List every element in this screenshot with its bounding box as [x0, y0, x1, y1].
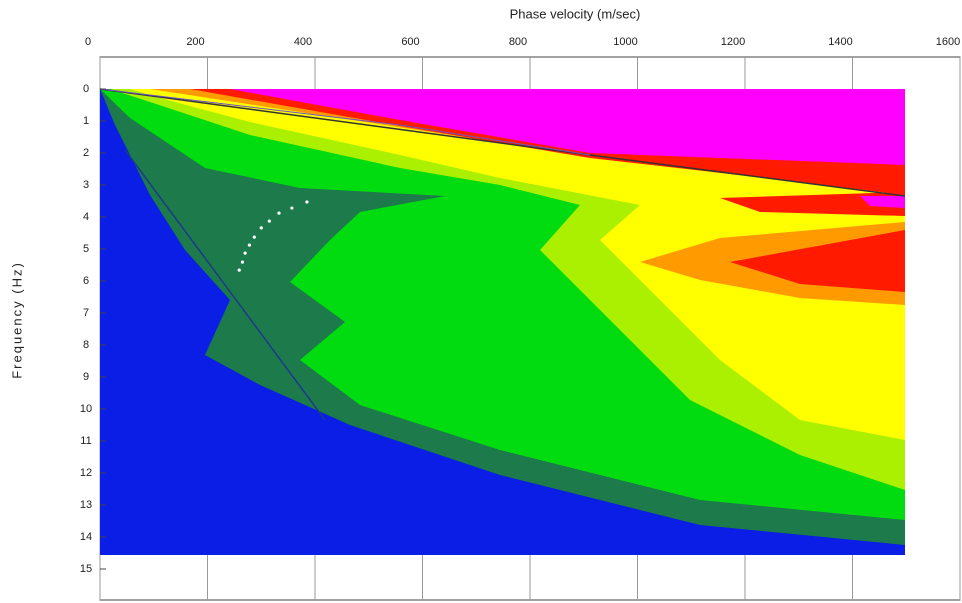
- data-point: [237, 268, 241, 272]
- y-tick-label: 9: [83, 371, 89, 383]
- y-tick-label: 13: [80, 499, 92, 511]
- heat-red-blob: [730, 230, 905, 292]
- x-tick-label: 600: [401, 36, 419, 48]
- data-point: [290, 206, 294, 210]
- x-axis-label: Phase velocity (m/sec): [510, 6, 641, 21]
- y-tick-label: 5: [83, 243, 89, 255]
- x-tick-label: 0: [85, 36, 91, 48]
- x-tick-label: 1000: [613, 36, 637, 48]
- y-tick-label: 6: [83, 275, 89, 287]
- y-tick-label: 15: [80, 563, 92, 575]
- data-point: [267, 219, 271, 223]
- data-point: [305, 200, 309, 204]
- heat-magenta: [230, 89, 905, 165]
- data-point: [243, 251, 247, 255]
- y-tick-label: 14: [80, 531, 92, 543]
- data-point: [277, 211, 281, 215]
- y-tick-label: 1: [83, 115, 89, 127]
- data-point: [252, 235, 256, 239]
- y-tick-label: 3: [83, 179, 89, 191]
- dispersion-image: [99, 88, 906, 555]
- data-point: [240, 260, 245, 264]
- x-tick-label: 200: [186, 36, 204, 48]
- y-tick-label: 0: [83, 83, 89, 95]
- data-point: [247, 243, 252, 247]
- x-tick-label: 1600: [936, 36, 960, 48]
- y-tick-label: 8: [83, 339, 89, 351]
- x-tick-label: 800: [509, 36, 527, 48]
- y-tick-label: 10: [80, 403, 92, 415]
- x-tick-label: 400: [294, 36, 312, 48]
- data-point: [259, 226, 263, 230]
- y-axis-label: Frequency (Hz): [9, 261, 24, 379]
- y-tick-label: 7: [83, 307, 89, 319]
- theory-line: [124, 149, 326, 421]
- y-tick-label: 4: [83, 211, 89, 223]
- heat-red-strip: [720, 192, 905, 216]
- y-tick-label: 12: [80, 467, 92, 479]
- y-tick-label: 2: [83, 147, 89, 159]
- y-tick-label: 11: [80, 435, 91, 447]
- x-tick-label: 1200: [721, 36, 745, 48]
- heat-yellow: [130, 89, 905, 440]
- x-tick-label: 1400: [828, 36, 852, 48]
- heat-magenta-strip: [860, 196, 905, 208]
- theory-curve-2: [99, 88, 591, 156]
- marks-layer: [237, 200, 309, 272]
